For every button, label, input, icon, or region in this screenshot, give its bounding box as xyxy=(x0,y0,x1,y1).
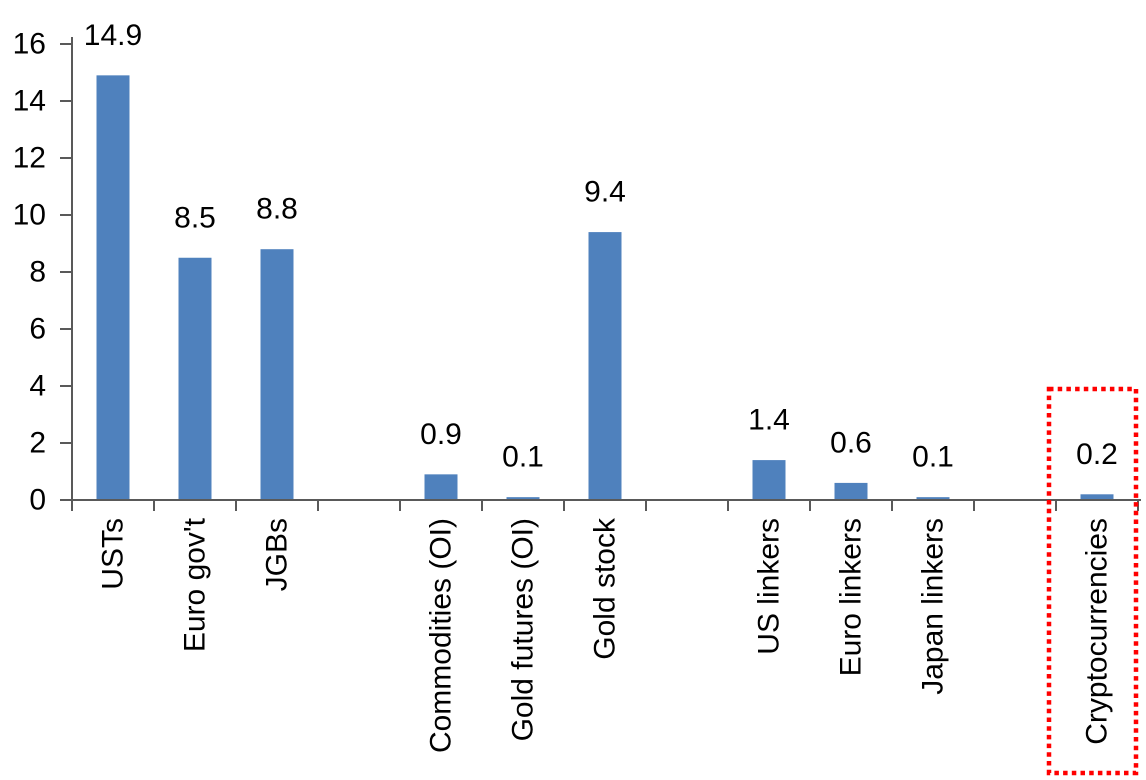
value-label-japan-linkers: 0.1 xyxy=(912,441,954,474)
category-label-usts: USTs xyxy=(97,518,130,590)
value-label-us-linkers: 1.4 xyxy=(748,404,790,437)
category-label-japan-linkers: Japan linkers xyxy=(917,518,950,695)
category-label-gold-futures-oi: Gold futures (OI) xyxy=(507,518,540,741)
category-label-euro-linkers: Euro linkers xyxy=(835,518,868,676)
y-tick-label-0: 0 xyxy=(29,484,46,517)
category-label-jgbs: JGBs xyxy=(261,518,294,591)
bar-usts xyxy=(96,75,130,500)
bar-euro-linkers xyxy=(834,482,868,500)
bar-japan-linkers xyxy=(916,497,950,500)
y-tick-label-14: 14 xyxy=(13,85,46,118)
y-tick-label-8: 8 xyxy=(29,256,46,289)
y-tick-label-10: 10 xyxy=(13,199,46,232)
category-label-commodities-oi: Commodities (OI) xyxy=(425,518,458,753)
value-label-usts: 14.9 xyxy=(84,19,142,52)
value-label-euro-linkers: 0.6 xyxy=(830,426,872,459)
category-label-us-linkers: US linkers xyxy=(753,518,786,655)
highlight-box-cryptocurrencies xyxy=(1046,386,1139,776)
category-label-gold-stock: Gold stock xyxy=(589,517,622,660)
bar-euro-gov-t xyxy=(178,257,212,500)
bar-jgbs xyxy=(260,249,294,500)
category-label-euro-gov-t: Euro gov't xyxy=(179,517,212,652)
bar-us-linkers xyxy=(752,460,786,500)
bar-cryptocurrencies xyxy=(1080,494,1114,500)
value-label-gold-stock: 9.4 xyxy=(584,176,626,209)
value-label-cryptocurrencies: 0.2 xyxy=(1076,438,1118,471)
y-tick-label-6: 6 xyxy=(29,313,46,346)
value-label-euro-gov-t: 8.5 xyxy=(174,201,216,234)
y-tick-label-4: 4 xyxy=(29,370,46,403)
bar-commodities-oi xyxy=(424,474,458,500)
value-label-commodities-oi: 0.9 xyxy=(420,418,462,451)
value-label-gold-futures-oi: 0.1 xyxy=(502,441,544,474)
bar-gold-stock xyxy=(588,232,622,500)
y-tick-label-12: 12 xyxy=(13,142,46,175)
y-tick-label-2: 2 xyxy=(29,427,46,460)
y-tick-label-16: 16 xyxy=(13,28,46,61)
bar-gold-futures-oi xyxy=(506,497,540,500)
value-label-jgbs: 8.8 xyxy=(256,193,298,226)
category-label-cryptocurrencies: Cryptocurrencies xyxy=(1081,518,1114,745)
